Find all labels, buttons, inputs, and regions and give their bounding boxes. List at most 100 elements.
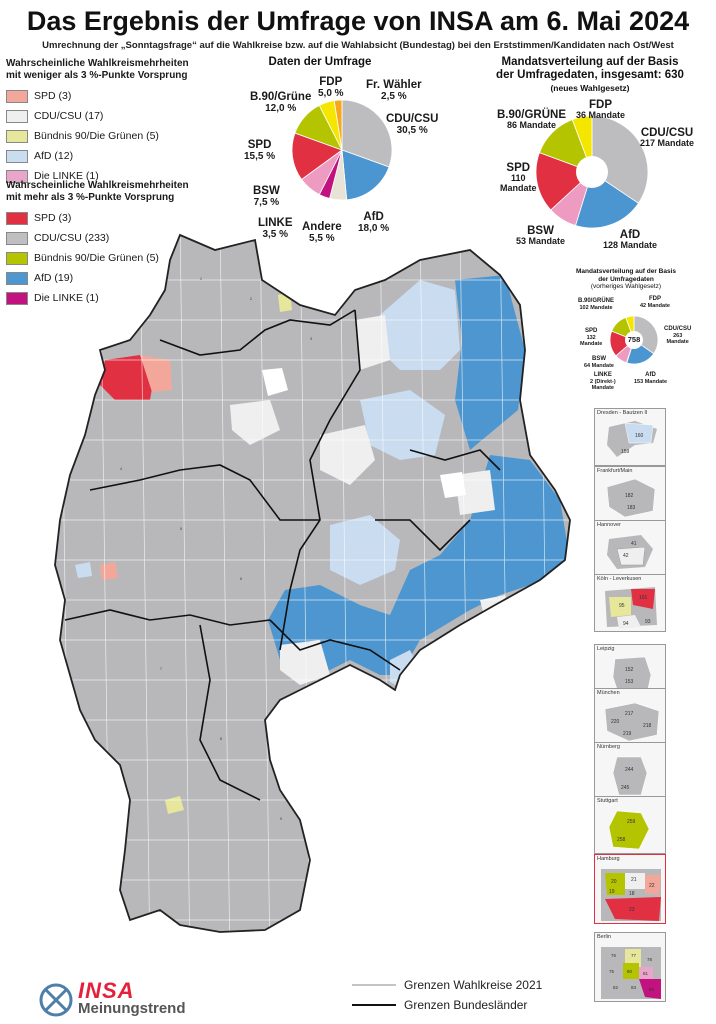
region-spd-weak bbox=[140, 355, 172, 392]
svg-text:153: 153 bbox=[625, 679, 634, 685]
svg-text:76: 76 bbox=[611, 953, 617, 958]
pie1-label-fdp: FDP 5,0 % bbox=[318, 76, 344, 99]
svg-text:81: 81 bbox=[643, 971, 649, 976]
svg-text:101: 101 bbox=[639, 595, 648, 601]
pie1-label-bsw: BSW 7,5 % bbox=[253, 185, 280, 208]
pie1-label-fw: Fr. Wähler 2,5 % bbox=[366, 79, 422, 102]
swatch bbox=[6, 129, 28, 143]
pie-slice-linke bbox=[318, 149, 343, 199]
pie2-label-bsw: BSW 53 Mandate bbox=[516, 225, 566, 246]
region-afd-weak-thuringia bbox=[330, 515, 400, 585]
svg-text:5: 5 bbox=[180, 527, 182, 531]
svg-text:3: 3 bbox=[310, 337, 312, 341]
svg-text:2: 2 bbox=[250, 297, 252, 301]
svg-text:93: 93 bbox=[645, 619, 651, 625]
svg-text:12: 12 bbox=[350, 877, 354, 881]
pie-center-hole bbox=[576, 156, 608, 188]
svg-text:7: 7 bbox=[160, 667, 162, 671]
pie1-label-andere: Andere 5,5 % bbox=[302, 221, 342, 244]
page-title: Das Ergebnis der Umfrage von INSA am 6. … bbox=[26, 6, 690, 36]
region-afd-weak-ruhr bbox=[75, 562, 92, 578]
legend-bundesland-border: Grenzen Bundesländer bbox=[352, 998, 528, 1012]
svg-text:245: 245 bbox=[621, 785, 630, 791]
svg-text:41: 41 bbox=[631, 541, 637, 547]
pie3-label-spd: SPD 132 Mandate bbox=[580, 328, 603, 347]
swatch bbox=[6, 271, 28, 285]
legend-item-gruene-weak: Bündnis 90/Die Grünen (5) bbox=[6, 126, 206, 146]
inset-muenchen: München 217 220 218 219 bbox=[594, 688, 666, 746]
legend-strong-majorities: Wahrscheinliche Wahlkreismehrheiten mit … bbox=[6, 180, 206, 308]
insa-logo: INSA Meinungstrend bbox=[38, 978, 228, 1022]
svg-text:82: 82 bbox=[613, 985, 619, 990]
pie2-label-spd: SPD 110 Mandate bbox=[500, 162, 537, 193]
insa-logo-name: INSA bbox=[78, 978, 135, 1003]
svg-text:244: 244 bbox=[625, 767, 634, 773]
region-cdu-weak-4 bbox=[355, 315, 390, 370]
svg-text:217: 217 bbox=[625, 711, 634, 717]
legend-item-spd-strong: SPD (3) bbox=[6, 208, 206, 228]
pie3-label-gruene: B.90/GRÜNE 102 Mandate bbox=[578, 298, 615, 311]
survey-chart-title: Daten der Umfrage bbox=[268, 56, 372, 68]
svg-text:10: 10 bbox=[380, 737, 384, 741]
legend-item-cdu-strong: CDU/CSU (233) bbox=[6, 228, 206, 248]
svg-text:21: 21 bbox=[631, 877, 637, 883]
swatch bbox=[6, 251, 28, 265]
germany-outline bbox=[54, 233, 571, 933]
svg-text:75: 75 bbox=[609, 969, 615, 974]
svg-text:220: 220 bbox=[611, 719, 620, 725]
svg-text:18: 18 bbox=[629, 891, 635, 897]
region-afd-brandenburg-north bbox=[455, 275, 525, 450]
legend-item-gruene-strong: Bündnis 90/Die Grünen (5) bbox=[6, 248, 206, 268]
legend-item-afd-strong: AfD (19) bbox=[6, 268, 206, 288]
region-bremen bbox=[262, 368, 288, 396]
svg-text:1: 1 bbox=[200, 277, 202, 281]
pie3-label-cdu: CDU/CSU 263 Mandate bbox=[664, 326, 692, 345]
svg-text:159: 159 bbox=[621, 449, 630, 455]
swatch bbox=[6, 291, 28, 305]
pie2-label-fdp: FDP 36 Mandate bbox=[576, 99, 626, 120]
pie-slice-afd bbox=[341, 149, 390, 201]
inset-nuernberg: Nürnberg 244 245 bbox=[594, 742, 666, 800]
pie2-label-gruene: B.90/GRÜNE 86 Mandate bbox=[497, 109, 567, 130]
pie1-label-cdu: CDU/CSU 30,5 % bbox=[386, 113, 439, 136]
region-berlin bbox=[440, 472, 466, 498]
bundesland-borders bbox=[64, 309, 501, 801]
pie-slice-fdp bbox=[318, 100, 343, 151]
pie1-label-spd: SPD 15,5 % bbox=[244, 139, 276, 162]
region-spd-weak-ruhr bbox=[100, 562, 118, 580]
pie3-label-afd: AfD 153 Mandate bbox=[634, 372, 668, 385]
legend-weak-heading: Wahrscheinliche Wahlkreismehrheiten mit … bbox=[6, 58, 189, 81]
legend-item-spd-weak: SPD (3) bbox=[6, 86, 206, 106]
svg-text:80: 80 bbox=[627, 969, 633, 974]
region-afd-weak-mv bbox=[375, 280, 460, 370]
pie-slice-bsw bbox=[300, 149, 343, 196]
svg-text:6: 6 bbox=[240, 577, 242, 581]
region-afd-saxony-thuringia bbox=[268, 455, 570, 680]
legend-wahlkreis-border: Grenzen Wahlkreise 2021 bbox=[352, 978, 543, 992]
swatch bbox=[6, 109, 28, 123]
region-cdu-weak-3 bbox=[230, 400, 280, 445]
legend-weak-majorities: Wahrscheinliche Wahlkreismehrheiten mit … bbox=[6, 58, 206, 186]
pie-slice-spd bbox=[291, 132, 343, 180]
pie-slice-cdu-csu bbox=[341, 99, 393, 168]
region-cdu-weak-2 bbox=[280, 640, 330, 685]
svg-text:183: 183 bbox=[627, 505, 636, 511]
swatch bbox=[6, 89, 28, 103]
insa-logo-sub: Meinungstrend bbox=[78, 1000, 186, 1017]
pie1-label-linke: LINKE 3,5 % bbox=[258, 217, 293, 240]
swatch bbox=[6, 149, 28, 163]
svg-text:22: 22 bbox=[649, 883, 655, 889]
insa-logo-icon bbox=[39, 983, 73, 1017]
pie2-label-cdu: CDU/CSU 217 Mandate bbox=[640, 127, 695, 148]
region-afd-weak-sachsen-anhalt bbox=[360, 390, 445, 460]
svg-text:20: 20 bbox=[611, 879, 617, 885]
inset-koeln: Köln - Leverkusen 101 95 94 93 bbox=[594, 574, 666, 632]
pie1-label-gruene: B.90/Grüne 12,0 % bbox=[250, 91, 312, 114]
svg-text:23: 23 bbox=[629, 907, 635, 913]
legend-item-linke-strong: Die LINKE (1) bbox=[6, 288, 206, 308]
seats-old-chart-title: Mandatsverteilung auf der Basis der Umfr… bbox=[575, 268, 677, 290]
pie3-label-bsw: BSW 64 Mandate bbox=[584, 356, 614, 369]
inset-stuttgart: Stuttgart 259 258 bbox=[594, 796, 666, 854]
svg-text:94: 94 bbox=[623, 621, 629, 627]
